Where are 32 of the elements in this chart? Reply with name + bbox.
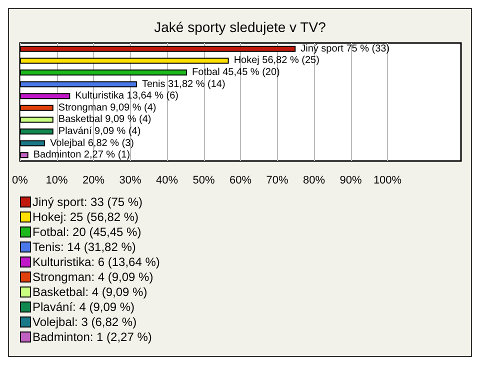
legend-label: Tenis: 14 (31,82 %) (32, 240, 136, 254)
x-tick-label: 100% (373, 174, 402, 186)
data-label: Plavání 9,09 % (4) (58, 126, 141, 137)
legend-label: Fotbal: 20 (45,45 %) (32, 225, 142, 239)
data-label: Kulturistika 13,64 % (6) (75, 90, 179, 102)
legend-label: Hokej: 25 (56,82 %) (32, 210, 139, 224)
legend-label: Strongman: 4 (9,09 %) (32, 270, 154, 284)
x-tick-label: 60% (229, 174, 252, 186)
chart-title: Jaké sporty sledujete v TV? (154, 19, 326, 35)
legend-label: Volejbal: 3 (6,82 %) (32, 315, 137, 329)
legend-label: Plavání: 4 (9,09 %) (32, 300, 135, 314)
legend-label: Badminton: 1 (2,27 %) (32, 330, 152, 344)
x-tick-label: 50% (192, 174, 215, 186)
data-label: Fotbal 45,45 % (20) (192, 67, 280, 78)
x-tick-label: 80% (302, 174, 326, 186)
legend-label: Kulturistika: 6 (13,64 %) (32, 255, 160, 269)
x-tick-label: 40% (156, 174, 178, 186)
data-label: Strongman 9,09 % (4) (58, 102, 156, 114)
data-label: Hokej 56,82 % (25) (234, 55, 320, 66)
data-label: Tenis 31,82 % (14) (142, 78, 226, 90)
data-label: Basketbal 9,09 % (4) (58, 114, 152, 126)
x-tick-label: 90% (340, 174, 362, 186)
legend-label: Jiný sport: 33 (75 %) (32, 195, 143, 209)
data-label: Badminton 2,27 % (1) (33, 150, 130, 161)
x-tick-label: 20% (82, 174, 105, 186)
x-tick-label: 30% (119, 174, 142, 186)
legend-label: Basketbal: 4 (9,09 %) (32, 285, 148, 299)
x-tick-label: 70% (266, 174, 288, 186)
x-tick-label: 0% (12, 174, 28, 186)
data-label: Jiný sport 75 % (33) (300, 43, 390, 54)
data-label: Volejbal 6,82 % (3) (50, 138, 134, 149)
x-tick-label: 10% (46, 174, 68, 186)
